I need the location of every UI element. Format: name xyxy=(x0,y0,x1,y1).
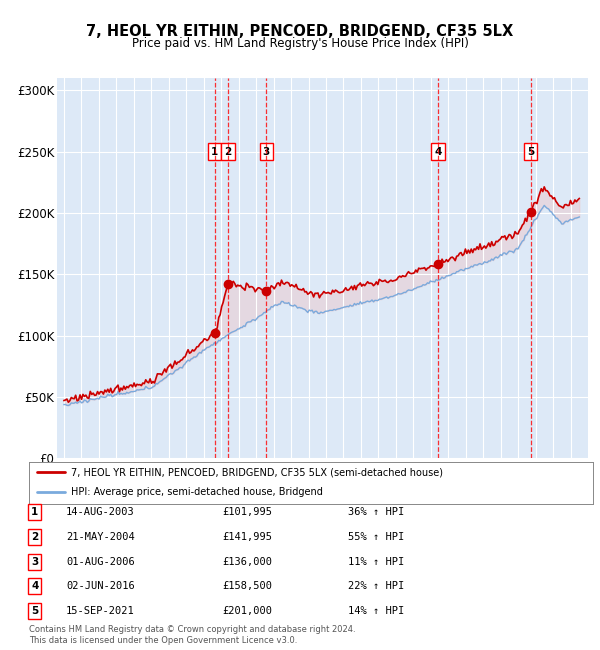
Text: 2: 2 xyxy=(224,147,232,157)
Text: £101,995: £101,995 xyxy=(222,507,272,517)
Text: 14% ↑ HPI: 14% ↑ HPI xyxy=(348,606,404,616)
Text: 15-SEP-2021: 15-SEP-2021 xyxy=(66,606,135,616)
Text: £158,500: £158,500 xyxy=(222,581,272,592)
Text: HPI: Average price, semi-detached house, Bridgend: HPI: Average price, semi-detached house,… xyxy=(71,487,323,497)
Text: 5: 5 xyxy=(527,147,534,157)
Text: 3: 3 xyxy=(263,147,270,157)
Text: 55% ↑ HPI: 55% ↑ HPI xyxy=(348,532,404,542)
Text: 22% ↑ HPI: 22% ↑ HPI xyxy=(348,581,404,592)
Text: Price paid vs. HM Land Registry's House Price Index (HPI): Price paid vs. HM Land Registry's House … xyxy=(131,37,469,50)
Text: £136,000: £136,000 xyxy=(222,556,272,567)
Text: £201,000: £201,000 xyxy=(222,606,272,616)
Text: £141,995: £141,995 xyxy=(222,532,272,542)
Text: 3: 3 xyxy=(31,556,38,567)
Text: 01-AUG-2006: 01-AUG-2006 xyxy=(66,556,135,567)
Text: 11% ↑ HPI: 11% ↑ HPI xyxy=(348,556,404,567)
Text: 1: 1 xyxy=(31,507,38,517)
Text: 36% ↑ HPI: 36% ↑ HPI xyxy=(348,507,404,517)
Text: 02-JUN-2016: 02-JUN-2016 xyxy=(66,581,135,592)
Text: 7, HEOL YR EITHIN, PENCOED, BRIDGEND, CF35 5LX (semi-detached house): 7, HEOL YR EITHIN, PENCOED, BRIDGEND, CF… xyxy=(71,467,443,477)
Text: 5: 5 xyxy=(31,606,38,616)
Text: 4: 4 xyxy=(31,581,38,592)
Text: Contains HM Land Registry data © Crown copyright and database right 2024.
This d: Contains HM Land Registry data © Crown c… xyxy=(29,625,355,645)
Text: 7, HEOL YR EITHIN, PENCOED, BRIDGEND, CF35 5LX: 7, HEOL YR EITHIN, PENCOED, BRIDGEND, CF… xyxy=(86,24,514,39)
Text: 2: 2 xyxy=(31,532,38,542)
Text: 14-AUG-2003: 14-AUG-2003 xyxy=(66,507,135,517)
Text: 4: 4 xyxy=(434,147,442,157)
Text: 1: 1 xyxy=(211,147,218,157)
Text: 21-MAY-2004: 21-MAY-2004 xyxy=(66,532,135,542)
